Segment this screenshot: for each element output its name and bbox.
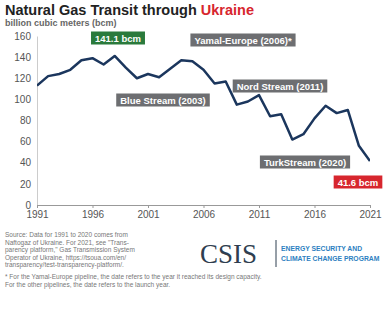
x-tick-label: 2001 — [137, 209, 160, 220]
x-tick-label: 2021 — [359, 209, 382, 220]
x-tick-mark — [148, 205, 149, 208]
annotation: Blue Stream (2003) — [116, 94, 210, 107]
annotation-box — [91, 32, 145, 45]
x-tick-label: 1991 — [26, 209, 49, 220]
x-tick: 1996 — [82, 205, 105, 220]
x-tick-label: 1996 — [82, 209, 105, 220]
source-line: Source: Data for 1991 to 2020 comes from — [5, 231, 128, 238]
line — [37, 56, 370, 161]
x-tick: 2011 — [249, 205, 271, 220]
y-tick-label: 100 — [14, 94, 31, 105]
annotation: 41.6 bcm — [334, 176, 383, 189]
title-part: Natural Gas Transit through — [5, 2, 201, 18]
annotation-text: Yamal-Europe (2006)* — [194, 35, 291, 46]
annotation-text: 41.6 bcm — [338, 177, 379, 188]
y-tick: 40 — [20, 157, 37, 168]
x-axis: 1991 1996 2001 2006 2011 2016 2021 — [26, 205, 382, 220]
x-axis-line — [38, 206, 371, 209]
y-tick-label: 160 — [14, 31, 31, 42]
annotation-box — [233, 80, 328, 93]
x-tick-mark — [37, 205, 38, 208]
x-tick: 2006 — [193, 205, 216, 220]
source: Source: Data for 1991 to 2020 comes from… — [5, 231, 135, 269]
y-tick-label: 140 — [14, 52, 31, 63]
annotation-box — [190, 34, 295, 47]
x-tick-label: 2011 — [249, 209, 271, 220]
y-tick: 140 — [14, 52, 37, 63]
y-axis: 020406080100120140160 — [14, 31, 37, 211]
x-tick-mark — [315, 205, 316, 208]
annotations: 141.1 bcm Yamal-Europe (2006)* Blue Stream… — [91, 32, 382, 189]
annotation-text: TurkStream (2020) — [264, 157, 346, 168]
y-tick: 20 — [20, 179, 37, 190]
source-line: transparency/test-transparency-platform/… — [5, 261, 124, 269]
x-tick: 1991 — [26, 205, 49, 220]
annotation-text: 141.1 bcm — [95, 33, 141, 44]
y-tick-label: 80 — [20, 115, 32, 126]
y-tick: 160 — [14, 31, 37, 42]
title: Natural Gas Transit through Ukraine — [5, 2, 254, 18]
y-tick: 100 — [14, 94, 37, 105]
annotation-text: Nord Stream (2011) — [237, 81, 324, 92]
y-tick-label: 60 — [20, 136, 32, 147]
logo-program: ENERGY SECURITY AND — [281, 245, 362, 252]
logo: CSIS ENERGY SECURITY AND CLIMATE CHANGE PR… — [200, 239, 380, 269]
x-tick-label: 2016 — [304, 209, 327, 220]
y-axis-line — [37, 37, 38, 206]
annotation-box — [260, 156, 350, 169]
logo-program: CLIMATE CHANGE PROGRAM — [281, 255, 380, 262]
annotation-box — [116, 94, 210, 107]
footnote-line: For the other pipelines, the date refers… — [5, 281, 170, 289]
annotation: TurkStream (2020) — [260, 156, 350, 169]
x-tick-label: 2006 — [193, 209, 216, 220]
annotation-box — [334, 176, 383, 189]
annotation: Nord Stream (2011) — [233, 80, 328, 93]
chart: Natural Gas Transit through Ukrainebilli… — [0, 0, 392, 309]
annotation: 141.1 bcm — [91, 32, 145, 45]
annotation: Yamal-Europe (2006)* — [190, 34, 295, 47]
y-tick-label: 20 — [20, 179, 32, 190]
x-tick-mark — [370, 205, 371, 208]
x-tick: 2016 — [304, 205, 327, 220]
y-tick: 120 — [14, 73, 37, 84]
subtitle: billion cubic meters (bcm) — [5, 18, 117, 28]
y-tick: 80 — [20, 115, 37, 126]
x-tick-mark — [259, 205, 260, 208]
annotation-text: Blue Stream (2003) — [120, 95, 206, 106]
y-tick-label: 120 — [14, 73, 31, 84]
footnote: * For the Yamal-Europe pipeline, the dat… — [5, 273, 262, 289]
logo-name: CSIS — [200, 239, 257, 269]
y-tick: 60 — [20, 136, 37, 147]
logo-divider — [276, 240, 277, 267]
plot: 0204060801001201401601991199620012006201… — [14, 31, 382, 220]
x-tick: 2021 — [359, 205, 382, 220]
x-tick-mark — [204, 205, 205, 208]
title-part: Ukraine — [201, 2, 254, 18]
y-tick-label: 40 — [20, 157, 32, 168]
x-tick-mark — [93, 205, 94, 208]
x-tick: 2001 — [137, 205, 160, 220]
marks — [37, 56, 370, 161]
